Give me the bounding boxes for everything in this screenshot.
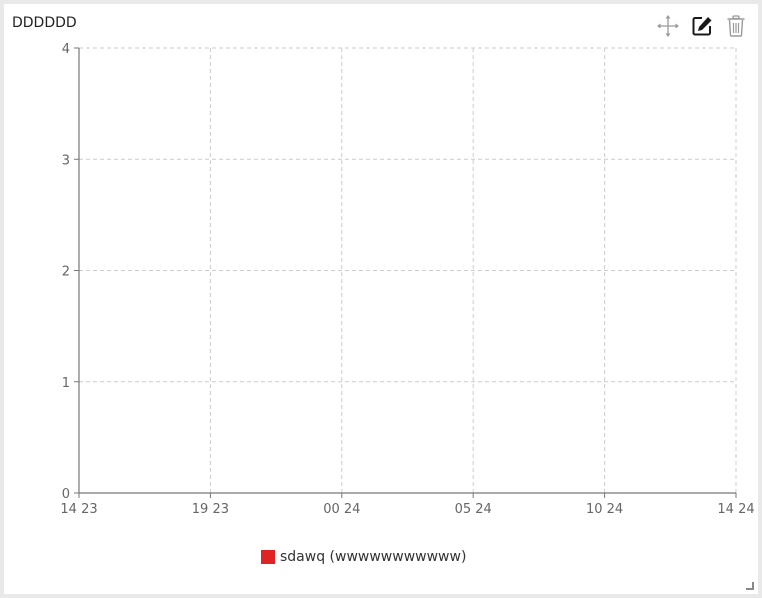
legend-swatch (261, 550, 275, 564)
chart-legend[interactable]: sdawq (wwwwwwwwwww) (261, 549, 466, 565)
trash-icon[interactable] (724, 14, 748, 38)
y-tick-label: 1 (62, 376, 70, 391)
y-tick-label: 2 (62, 265, 70, 280)
y-tick-label: 4 (62, 42, 70, 57)
widget-title: DDDDDD (12, 15, 77, 31)
x-tick-label: 05 24 (455, 502, 492, 517)
x-tick-label: 10 24 (586, 502, 623, 517)
legend-label: sdawq (wwwwwwwwwww) (280, 549, 467, 565)
x-tick-label: 14 24 (717, 502, 754, 517)
y-tick-label: 0 (62, 487, 70, 502)
chart-widget: DDDDDD (4, 4, 758, 594)
x-tick-label: 14 23 (60, 502, 97, 517)
line-chart: 0 1 2 3 4 14 23 19 23 00 24 05 24 10 24 14 24 (60, 42, 754, 517)
widget-toolbar (656, 14, 748, 38)
x-tick-label: 00 24 (323, 502, 360, 517)
y-tick-label: 3 (62, 153, 70, 168)
edit-icon[interactable] (690, 14, 714, 38)
move-icon[interactable] (656, 14, 680, 38)
x-tick-label: 19 23 (192, 502, 229, 517)
resize-handle[interactable] (746, 582, 754, 590)
